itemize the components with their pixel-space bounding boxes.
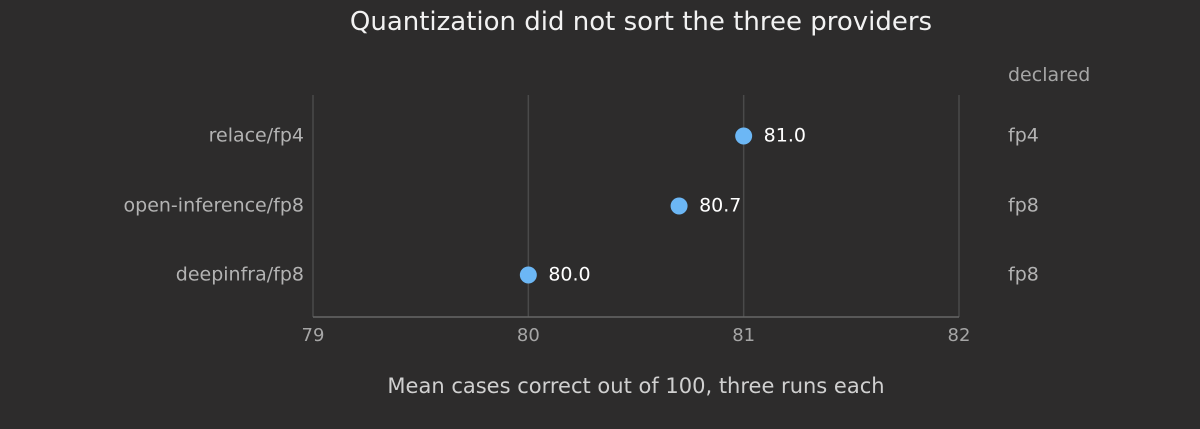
x-tick-label: 81 <box>732 325 755 346</box>
x-tick-label: 82 <box>948 325 971 346</box>
declared-value: fp4 <box>1008 125 1039 147</box>
data-label: 80.0 <box>548 264 590 286</box>
data-points <box>519 127 753 284</box>
data-labels: 81.0 80.7 80.0 <box>548 125 806 286</box>
x-tick-labels: 79 80 81 82 <box>302 325 971 346</box>
gridlines <box>312 95 960 317</box>
declared-value: fp8 <box>1008 264 1039 286</box>
chart-title: Quantization did not sort the three prov… <box>350 7 932 37</box>
category-labels: relace/fp4 open-inference/fp8 deepinfra/fp… <box>124 125 304 286</box>
x-axis-title: Mean cases correct out of 100, three run… <box>387 374 884 398</box>
x-tick-label: 79 <box>302 325 325 346</box>
data-point <box>670 197 688 215</box>
data-point <box>519 266 537 284</box>
category-label: open-inference/fp8 <box>124 195 304 217</box>
side-column-values: fp4 fp8 fp8 <box>1008 125 1039 286</box>
category-label: relace/fp4 <box>209 125 304 147</box>
data-label: 81.0 <box>764 125 806 147</box>
data-point <box>735 127 753 145</box>
side-column-header: declared <box>1008 64 1090 86</box>
category-label: deepinfra/fp8 <box>176 264 304 286</box>
x-tick-label: 80 <box>517 325 540 346</box>
data-label: 80.7 <box>699 195 741 217</box>
declared-value: fp8 <box>1008 195 1039 217</box>
